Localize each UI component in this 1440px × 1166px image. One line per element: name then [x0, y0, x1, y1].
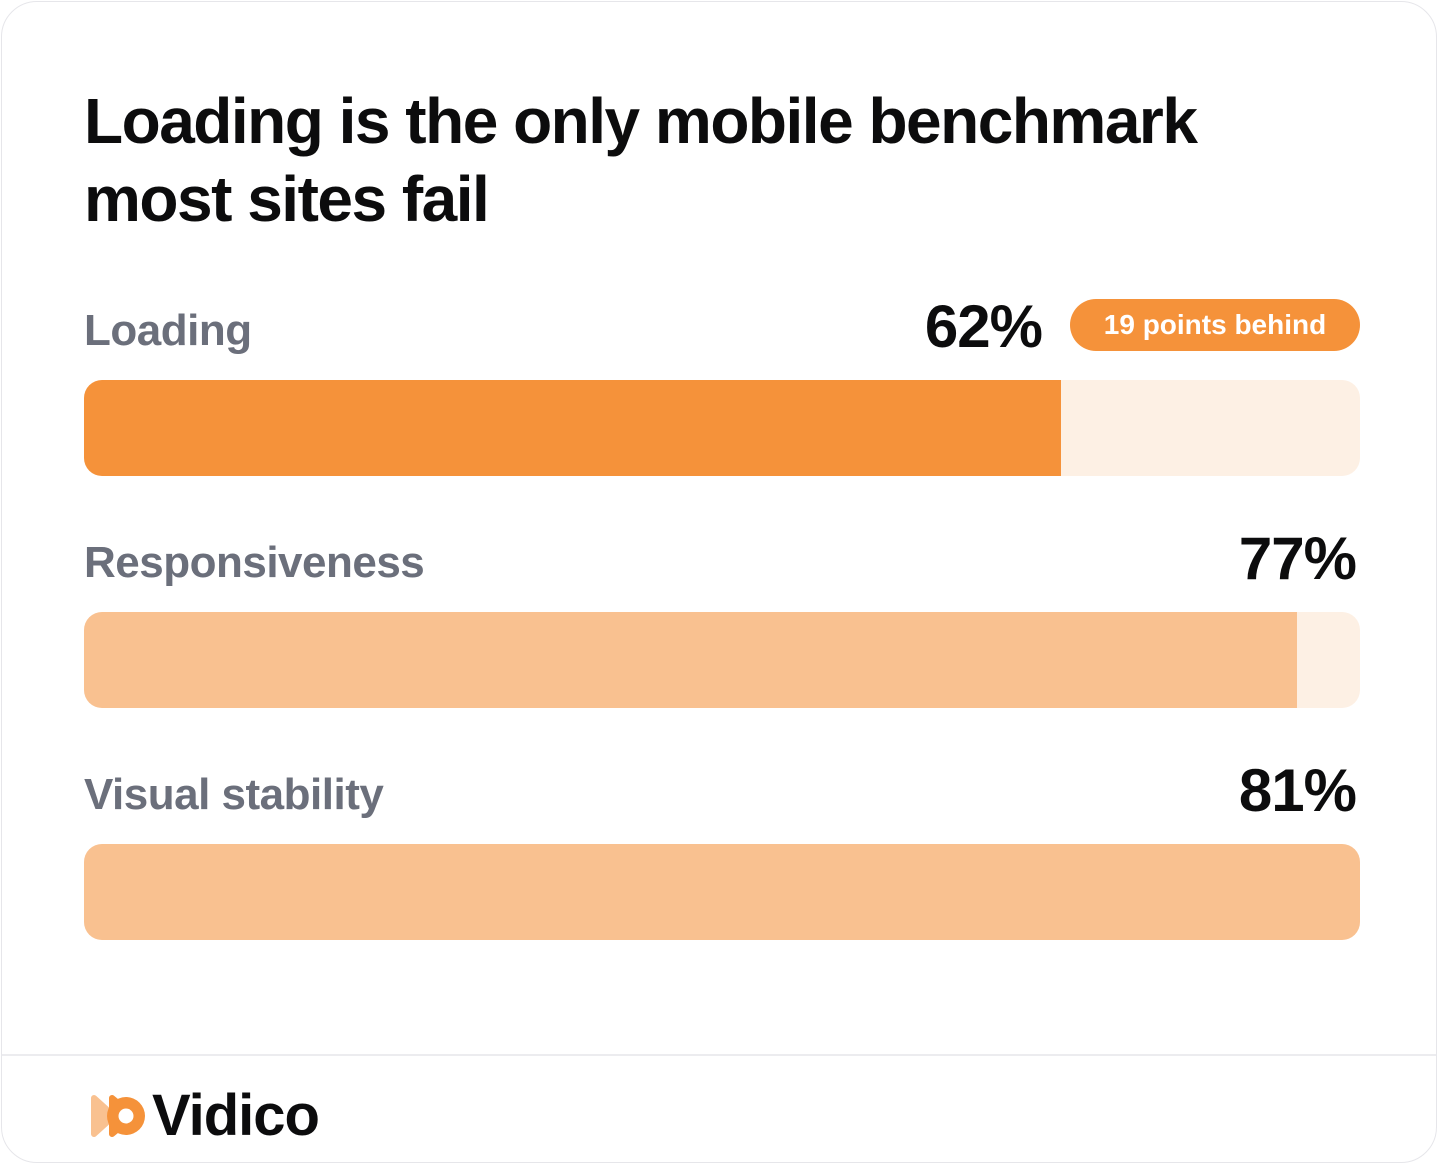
points-behind-badge: 19 points behind — [1070, 299, 1360, 351]
bar-value-label: 77% — [1238, 525, 1357, 592]
footer-divider — [2, 1054, 1436, 1056]
bar-category-label: Visual stability — [84, 770, 384, 819]
bar-track — [84, 612, 1360, 708]
vidico-play-icon — [91, 1095, 145, 1137]
bar-fill — [84, 612, 1297, 708]
chart-title: Loading is the only mobile benchmark mos… — [84, 85, 1198, 235]
bar-fill — [84, 844, 1360, 940]
bar-value-label: 81% — [1238, 757, 1357, 824]
bar-value-label: 62% — [924, 293, 1043, 360]
bar-fill — [84, 380, 1061, 476]
bar-track — [84, 380, 1360, 476]
bar-category-label: Responsiveness — [84, 538, 425, 587]
brand-name: Vidico — [152, 1083, 320, 1148]
bar-track — [84, 844, 1360, 940]
bar-category-label: Loading — [84, 306, 252, 355]
